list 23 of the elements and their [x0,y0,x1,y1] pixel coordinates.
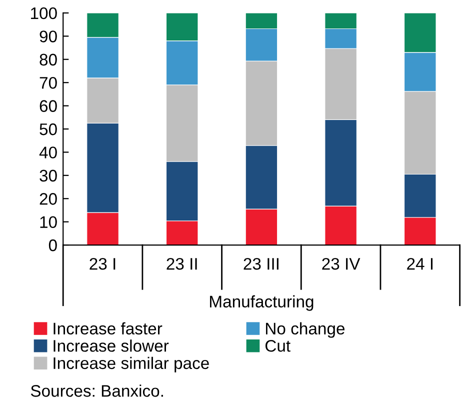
legend-label: Increase faster [54,322,162,334]
y-tick-label: 40 [39,146,57,158]
x-tick-label: 24 I [407,258,433,270]
x-tick-label: 23 IV [322,258,360,270]
legend-label: Increase similar pace [54,356,209,372]
x-tick-label: 23 II [166,258,197,270]
x-tick-label: 23 I [90,258,116,270]
source-note: Sources: Banxico. [30,384,163,397]
legend-label: Increase slower [54,340,169,352]
y-tick-label: 80 [40,54,57,66]
y-tick-label: 50 [40,123,57,136]
y-tick-label: 10 [40,216,57,228]
legend-label: Cut [265,340,290,352]
y-tick-label: 100 [31,7,57,20]
x-axis-title: Manufacturing [210,295,314,311]
y-tick-label: 20 [40,193,57,205]
y-tick-label: 90 [40,30,57,42]
y-tick-label: 60 [40,100,57,112]
y-tick-label: 0 [48,239,57,252]
y-tick-label: 30 [40,170,57,182]
x-tick-label: 23 III [244,258,278,270]
y-tick-label: 70 [40,76,57,89]
legend-label: No change [266,322,345,338]
